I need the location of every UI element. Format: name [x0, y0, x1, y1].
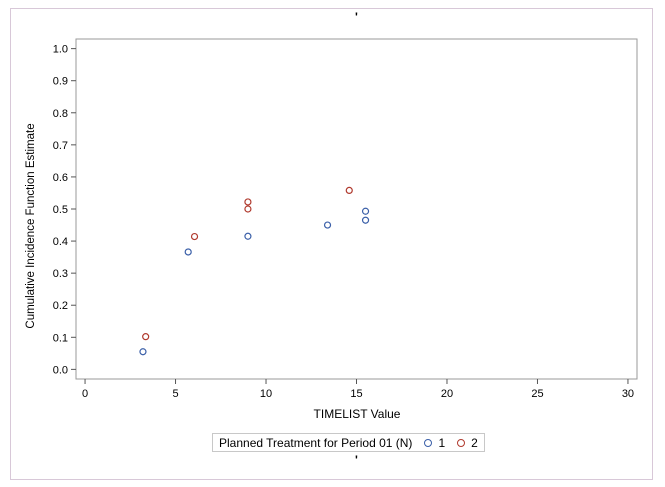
data-point-series-1 — [244, 232, 252, 240]
legend-marker-2 — [457, 438, 466, 447]
data-point-series-1 — [361, 207, 370, 215]
x-tick-label: 15 — [350, 388, 362, 400]
chart-title: ' — [355, 10, 358, 24]
y-tick-label: 0.7 — [53, 140, 68, 152]
data-points — [139, 186, 370, 356]
data-point-series-2 — [244, 205, 252, 213]
x-tick-label: 20 — [441, 388, 453, 400]
y-tick-label: 0.4 — [53, 236, 68, 248]
x-axis-label: TIMELIST Value — [314, 407, 401, 421]
data-point-series-1 — [139, 348, 147, 356]
data-point-series-2 — [142, 333, 150, 341]
y-tick-label: 0.3 — [53, 268, 68, 280]
y-axis: 0.0 0.1 0.2 0.3 0.4 0.5 0.6 0.7 0.8 0.9 1.0 — [53, 44, 76, 376]
data-point-series-2 — [345, 186, 353, 194]
legend-marker-1 — [424, 438, 433, 447]
legend-title: Planned Treatment for Period 01 (N) — [219, 435, 413, 450]
x-tick-label: 0 — [82, 388, 88, 400]
y-tick-label: 0.1 — [53, 332, 68, 344]
legend: Planned Treatment for Period 01 (N) 1 2 — [212, 433, 485, 452]
y-tick-label: 0.5 — [53, 204, 68, 216]
x-tick-label: 30 — [622, 388, 634, 400]
x-tick-label: 25 — [531, 388, 543, 400]
x-tick-label: 5 — [172, 388, 178, 400]
plot-area — [75, 38, 638, 380]
y-tick-label: 0.2 — [53, 300, 68, 312]
x-axis: 0 5 10 15 20 25 30 — [82, 379, 634, 400]
x-tick-label: 10 — [260, 388, 272, 400]
data-point-series-1 — [184, 248, 192, 256]
data-point-series-1 — [323, 221, 332, 229]
y-tick-label: 1.0 — [53, 44, 68, 56]
data-point-series-1 — [361, 216, 370, 224]
data-point-series-2 — [244, 198, 252, 206]
chart-frame — [10, 8, 653, 480]
legend-entry-2: 2 — [457, 436, 478, 450]
y-axis-label: Cumulative Incidence Function Estimate — [25, 123, 37, 328]
legend-label-1: 1 — [438, 435, 446, 450]
legend-label-2: 2 — [471, 435, 478, 450]
y-tick-label: 0.6 — [53, 172, 68, 184]
y-tick-label: 0.0 — [53, 364, 68, 376]
chart-footnote: ' — [355, 453, 358, 467]
legend-entry-1: 1 — [424, 436, 445, 450]
data-point-series-2 — [190, 232, 199, 241]
y-tick-label: 0.8 — [53, 108, 68, 120]
y-tick-label: 0.9 — [53, 76, 68, 88]
